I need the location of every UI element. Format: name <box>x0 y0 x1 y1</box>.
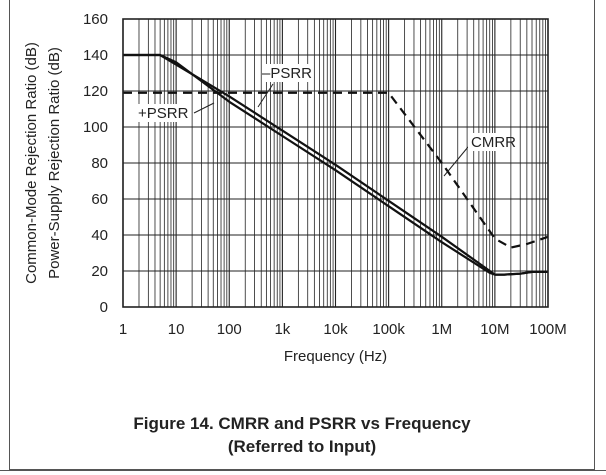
y-tick-label: 60 <box>91 191 108 208</box>
annotation-plus-psrr-leader <box>193 102 215 114</box>
y-tick-label: 140 <box>83 47 108 64</box>
y-axis-label: Power-Supply Rejection Ratio (dB) <box>46 47 63 279</box>
y-tick-label: 100 <box>83 119 108 136</box>
figure-caption: Figure 14. CMRR and PSRR vs Frequency (R… <box>9 412 595 458</box>
annotation-minus-psrr: –PSRR <box>262 65 312 82</box>
x-tick-label: 1 <box>119 321 127 338</box>
x-tick-label: 1k <box>274 321 290 338</box>
y-axis-label: Common-Mode Rejection Ratio (dB) <box>23 42 40 284</box>
figure-frame <box>9 0 595 470</box>
y-tick-label: 80 <box>91 155 108 172</box>
grid <box>122 18 548 308</box>
series-line-psrr-plus <box>123 53 548 276</box>
y-tick-label: 160 <box>83 11 108 28</box>
series-line-cmrr <box>123 91 549 249</box>
x-tick-label: 10 <box>168 321 185 338</box>
annotation-minus-psrr-backdrop <box>262 64 312 82</box>
tick-labels: 1 10 100 1k 10k 100k 1M 10M 100M 0 20 40 60 80 100 120 1… <box>83 11 567 338</box>
x-axis-label: Frequency (Hz) <box>284 348 387 365</box>
annotation-plus-psrr: +PSRR <box>138 105 189 122</box>
figure-frame-divider <box>0 470 606 471</box>
annotation-plus-psrr-backdrop <box>135 104 184 122</box>
y-tick-label: 20 <box>91 263 108 280</box>
axis-labels: Frequency (Hz) Common-Mode Rejection Rati… <box>23 42 387 365</box>
plot-area-border <box>122 18 549 308</box>
x-tick-label: 10k <box>323 321 348 338</box>
y-tick-label: 0 <box>100 299 108 316</box>
annotation-cmrr-backdrop <box>468 133 509 151</box>
y-tick-label: 40 <box>91 227 108 244</box>
annotation-cmrr-leader <box>443 146 469 177</box>
series-lines <box>123 53 549 276</box>
caption-line-2: (Referred to Input) <box>227 437 377 456</box>
x-tick-label: 100 <box>217 321 242 338</box>
x-tick-label: 10M <box>480 321 509 338</box>
annotation-cmrr: CMRR <box>471 134 516 151</box>
y-tick-label: 120 <box>83 83 108 100</box>
annotation-minus-psrr-leader <box>257 83 274 108</box>
x-tick-label: 100k <box>372 321 405 338</box>
x-tick-label: 100M <box>529 321 567 338</box>
annotations: –PSRR +PSRR CMRR <box>135 64 516 177</box>
x-tick-label: 1M <box>431 321 452 338</box>
caption-line-1: Figure 14. CMRR and PSRR vs Frequency <box>133 414 471 433</box>
